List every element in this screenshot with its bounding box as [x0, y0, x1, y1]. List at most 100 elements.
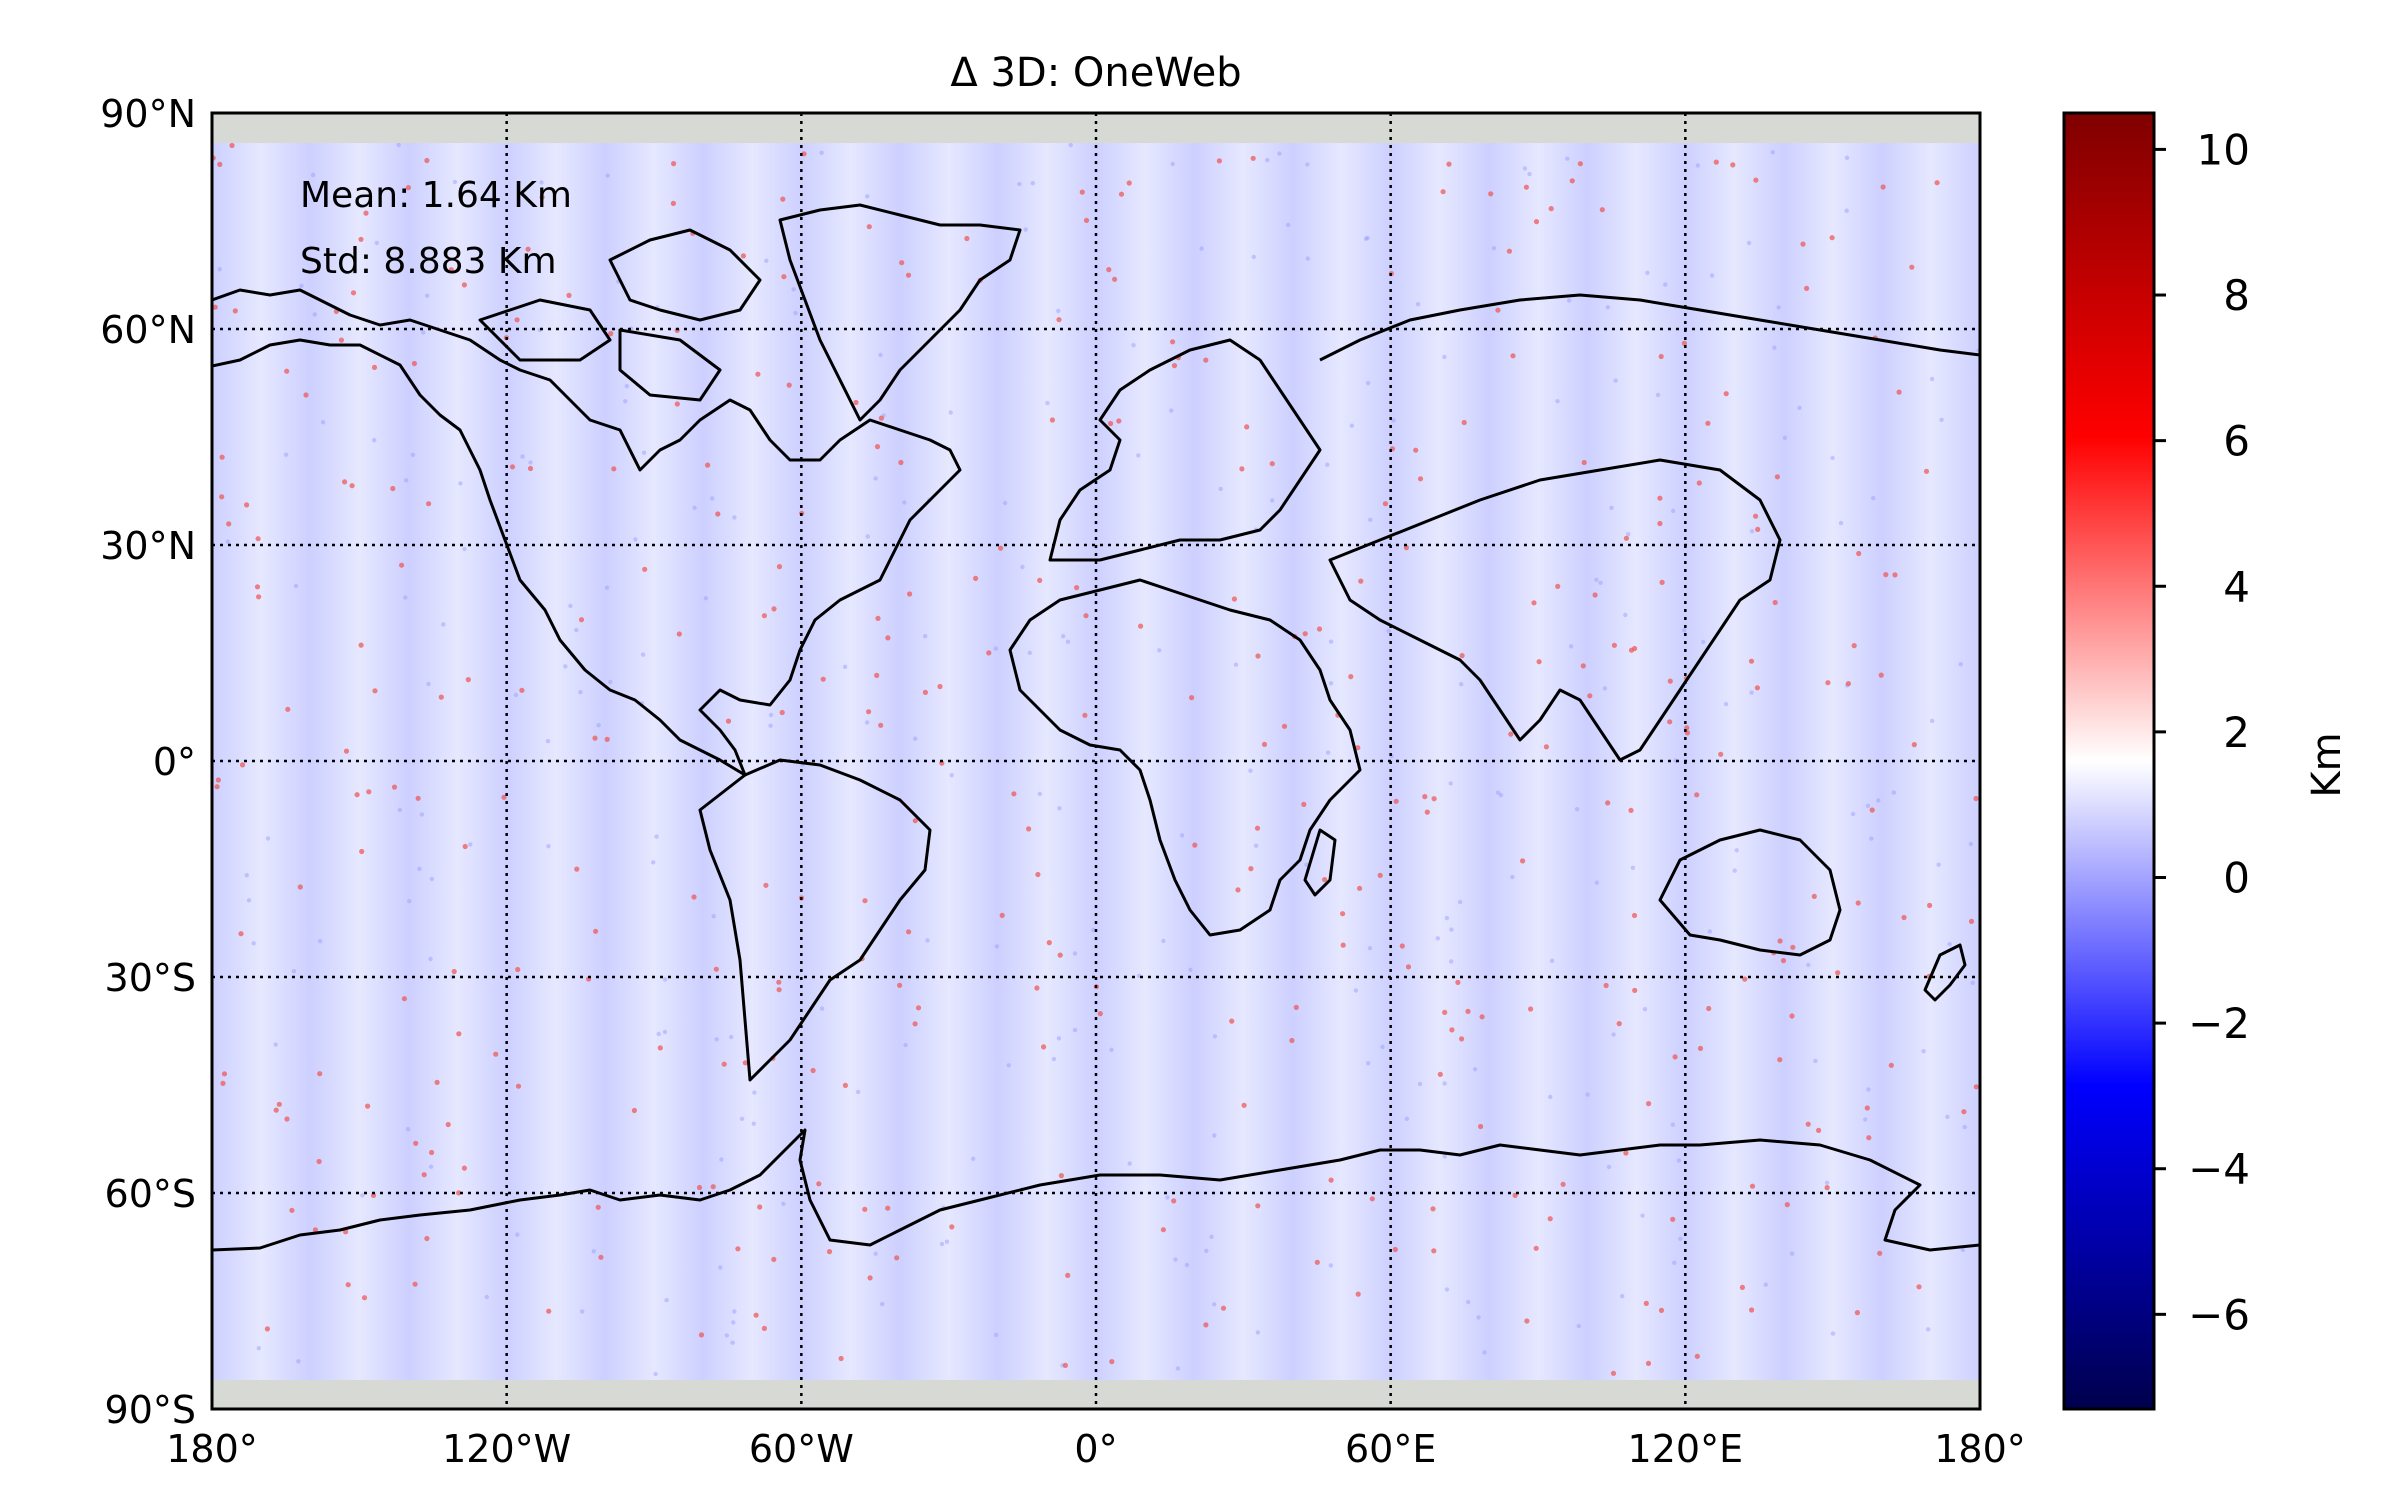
error-point: [1189, 695, 1195, 701]
error-point: [1444, 1287, 1450, 1292]
error-point: [1461, 419, 1467, 426]
error-point: [1835, 970, 1841, 976]
error-point: [1520, 858, 1526, 864]
error-point: [1605, 800, 1611, 806]
error-point: [415, 795, 421, 801]
error-point: [1091, 927, 1096, 933]
error-point: [484, 1294, 489, 1300]
error-point: [1034, 985, 1040, 991]
error-point: [1301, 801, 1307, 808]
error-point: [1455, 979, 1461, 986]
error-point: [1746, 240, 1752, 246]
error-point: [317, 1071, 323, 1077]
error-point: [1678, 1236, 1683, 1242]
error-point: [866, 224, 872, 230]
error-point: [255, 536, 261, 542]
error-point: [1970, 980, 1975, 985]
error-point: [1302, 631, 1308, 637]
error-point: [1203, 1322, 1209, 1328]
error-point: [1613, 378, 1618, 383]
latitude-tick-label: 90°N: [100, 92, 196, 136]
error-point: [1531, 600, 1537, 606]
error-point: [1930, 718, 1935, 724]
error-point: [1748, 658, 1755, 664]
error-point: [256, 594, 262, 600]
error-point: [1112, 276, 1118, 282]
error-point: [1072, 1027, 1078, 1033]
error-point: [1212, 1034, 1218, 1039]
error-point: [1790, 944, 1796, 950]
error-point: [771, 1256, 777, 1262]
error-point: [1083, 613, 1089, 619]
error-point: [874, 672, 880, 679]
error-point: [1549, 958, 1555, 963]
error-point: [1856, 550, 1862, 557]
error-point: [1825, 680, 1831, 686]
error-point: [424, 157, 430, 164]
error-point: [949, 1224, 955, 1230]
south-america-coast: [698, 758, 932, 1082]
error-point: [404, 478, 409, 483]
error-point: [545, 738, 551, 744]
error-point: [303, 392, 309, 398]
error-point: [1244, 424, 1250, 430]
error-point: [312, 1227, 318, 1233]
error-point: [1871, 495, 1876, 501]
error-point: [297, 884, 303, 890]
error-point: [226, 521, 232, 527]
arctic-islands: [478, 228, 762, 402]
error-point: [776, 979, 782, 985]
error-point: [1062, 1362, 1068, 1368]
error-point: [254, 584, 261, 590]
error-point: [1670, 1122, 1676, 1127]
error-point: [624, 384, 629, 389]
error-point: [1695, 163, 1701, 168]
error-point: [1755, 526, 1761, 533]
error-point: [1776, 305, 1781, 310]
error-point: [276, 1101, 282, 1107]
error-point: [458, 481, 463, 486]
latitude-tick-label: 60°S: [105, 1172, 196, 1216]
ground-track-stripe: [1390, 113, 1489, 1409]
error-point: [1325, 462, 1330, 467]
error-point: [1772, 345, 1777, 350]
error-point: [1888, 1062, 1894, 1068]
error-point: [1286, 222, 1291, 228]
error-point: [786, 382, 792, 388]
error-point: [1405, 964, 1412, 970]
error-point: [1449, 927, 1454, 932]
error-point: [842, 1082, 849, 1088]
error-point: [1391, 418, 1396, 423]
error-point: [1482, 1350, 1487, 1355]
error-point: [1138, 623, 1144, 629]
error-point: [1753, 513, 1759, 519]
error-point: [641, 450, 647, 455]
error-point: [1926, 1327, 1931, 1332]
error-point: [1488, 191, 1494, 197]
error-point: [1169, 408, 1174, 413]
error-point: [1449, 959, 1454, 964]
error-point: [1800, 241, 1806, 247]
error-point: [1632, 987, 1638, 994]
error-point: [273, 1107, 279, 1113]
error-point: [1030, 181, 1036, 186]
error-point: [664, 1298, 669, 1303]
error-point: [703, 596, 708, 601]
error-point: [1878, 672, 1884, 678]
australia-coast: [1658, 828, 1842, 957]
error-point: [528, 460, 533, 465]
error-point: [1936, 862, 1941, 867]
error-point: [662, 977, 668, 982]
error-point: [1927, 902, 1933, 909]
error-point: [1072, 951, 1078, 956]
error-point: [1939, 417, 1944, 422]
error-point: [1058, 1173, 1064, 1179]
error-point: [396, 142, 401, 148]
error-point: [1392, 1246, 1398, 1253]
error-point: [1440, 189, 1446, 195]
error-point: [1642, 1007, 1648, 1012]
error-point: [1694, 792, 1700, 798]
error-point: [1681, 340, 1687, 346]
error-point: [1442, 1081, 1447, 1086]
error-point: [1377, 872, 1383, 879]
